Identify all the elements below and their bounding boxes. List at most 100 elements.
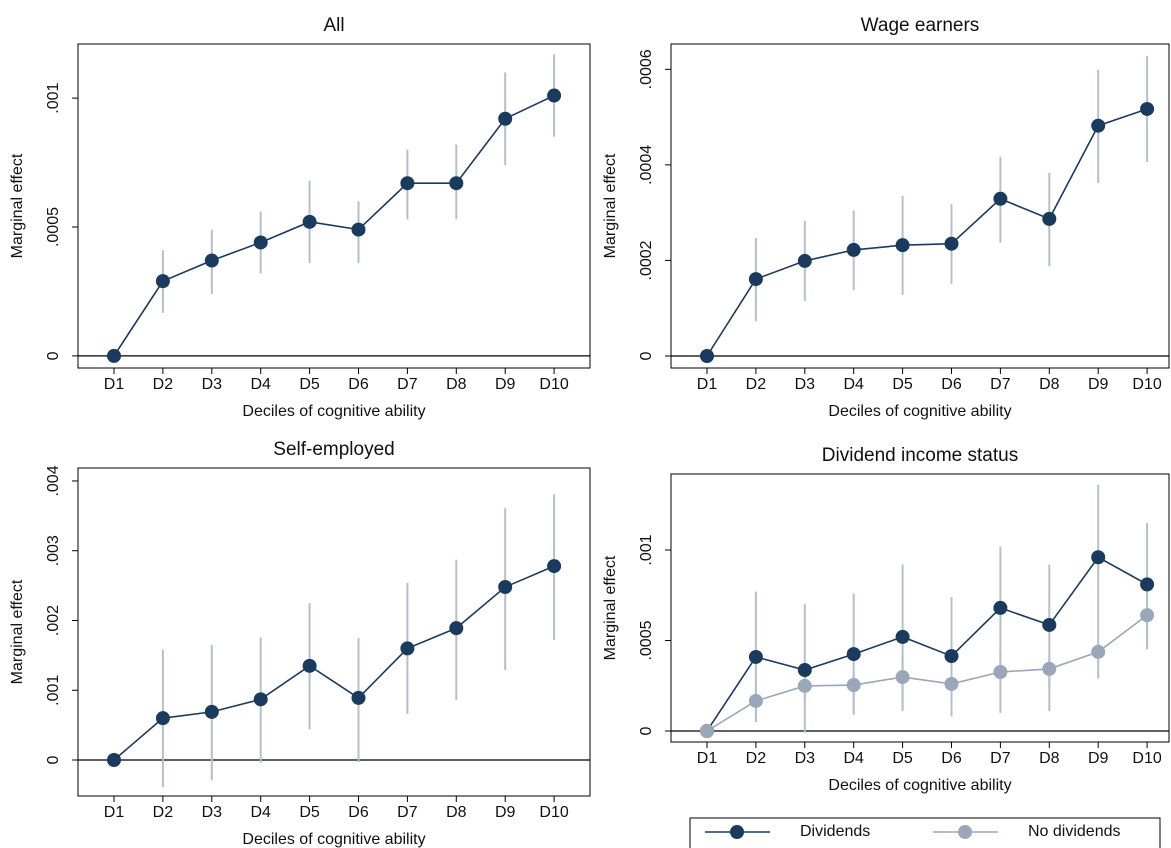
point xyxy=(1042,617,1057,632)
x-tick-label: D6 xyxy=(941,376,962,393)
panel: Wage earners Marginal effect Deciles of co… xyxy=(602,15,1170,420)
point xyxy=(351,222,366,237)
x-tick-label: D10 xyxy=(539,376,568,393)
panel-title: Wage earners xyxy=(861,15,980,36)
point xyxy=(449,621,464,636)
x-tick-label: D7 xyxy=(990,750,1011,767)
y-tick-label: .001 xyxy=(45,675,62,706)
y-tick-label: .004 xyxy=(45,465,62,496)
x-tick-label: D5 xyxy=(299,376,320,393)
x-tick-label: D4 xyxy=(843,376,864,393)
plot-frame xyxy=(77,43,591,369)
point xyxy=(944,676,959,691)
point xyxy=(1091,550,1106,565)
plot-area xyxy=(107,494,562,788)
plot-frame xyxy=(670,43,1170,369)
point xyxy=(895,670,910,685)
y-tick-label: 0 xyxy=(638,351,655,360)
y-axis-title: Marginal effect xyxy=(9,153,26,258)
legend: Dividends No dividends xyxy=(689,817,1161,848)
point xyxy=(400,176,415,191)
x-axis-title: Deciles of cognitive ability xyxy=(242,403,425,420)
legend-marker xyxy=(958,825,972,839)
point xyxy=(1140,608,1155,623)
x-tick-label: D3 xyxy=(795,750,816,767)
y-tick-label: .003 xyxy=(45,535,62,566)
y-axis-title: Marginal effect xyxy=(602,153,619,258)
point xyxy=(107,753,121,768)
point xyxy=(498,111,513,126)
x-tick-label: D6 xyxy=(348,804,369,821)
panel-title: All xyxy=(323,15,344,36)
plot-area xyxy=(700,55,1155,364)
point xyxy=(155,711,170,726)
x-tick-label: D9 xyxy=(1088,750,1109,767)
point xyxy=(846,678,861,693)
panel: Self-employed Marginal effect Deciles of c… xyxy=(9,439,591,848)
y-tick-label: .001 xyxy=(45,82,62,113)
point xyxy=(351,690,366,705)
legend-marker xyxy=(730,825,744,839)
point xyxy=(1091,118,1106,133)
point xyxy=(993,191,1008,206)
x-tick-label: D8 xyxy=(1039,376,1060,393)
y-axis-title: Marginal effect xyxy=(9,579,26,684)
point xyxy=(797,678,812,693)
x-axis-title: Deciles of cognitive ability xyxy=(242,831,425,848)
point xyxy=(797,663,812,678)
x-tick-label: D9 xyxy=(495,804,516,821)
x-tick-label: D3 xyxy=(795,376,816,393)
point xyxy=(1042,211,1057,226)
y-tick-label: .0005 xyxy=(45,207,62,247)
x-tick-label: D4 xyxy=(843,750,864,767)
x-tick-label: D4 xyxy=(250,804,271,821)
point xyxy=(944,649,959,664)
x-tick-label: D5 xyxy=(892,750,913,767)
x-tick-label: D10 xyxy=(1132,750,1161,767)
panel: All Marginal effect Deciles of cognitive a… xyxy=(9,15,591,420)
point xyxy=(400,641,415,656)
x-tick-label: D2 xyxy=(746,376,767,393)
x-tick-label: D4 xyxy=(250,376,271,393)
point xyxy=(547,88,562,103)
point xyxy=(846,242,861,257)
series-line xyxy=(706,108,1148,357)
y-tick-label: .001 xyxy=(638,534,655,565)
point xyxy=(748,272,763,287)
point xyxy=(797,253,812,268)
x-tick-label: D8 xyxy=(446,804,467,821)
point xyxy=(107,348,121,363)
x-tick-label: D10 xyxy=(1132,376,1161,393)
x-tick-label: D3 xyxy=(202,804,223,821)
y-tick-label: .0005 xyxy=(638,620,655,660)
panel-title: Dividend income status xyxy=(822,445,1018,466)
x-tick-label: D1 xyxy=(697,750,718,767)
point xyxy=(993,664,1008,679)
plot-area xyxy=(700,484,1155,738)
x-tick-label: D2 xyxy=(153,804,174,821)
x-tick-label: D7 xyxy=(397,376,418,393)
x-tick-label: D5 xyxy=(299,804,320,821)
x-axis-title: Deciles of cognitive ability xyxy=(828,403,1011,420)
point xyxy=(204,253,219,268)
point xyxy=(700,349,714,364)
point xyxy=(253,692,268,707)
y-tick-label: .0004 xyxy=(638,145,655,185)
x-tick-label: D8 xyxy=(446,376,467,393)
series-line xyxy=(706,614,1148,732)
x-tick-label: D1 xyxy=(104,804,125,821)
point xyxy=(748,693,763,708)
x-axis-title: Deciles of cognitive ability xyxy=(828,777,1011,794)
point xyxy=(700,723,714,738)
x-tick-label: D3 xyxy=(202,376,223,393)
point xyxy=(449,176,464,191)
x-tick-label: D7 xyxy=(397,804,418,821)
x-tick-label: D7 xyxy=(990,376,1011,393)
point xyxy=(748,649,763,664)
x-tick-label: D6 xyxy=(348,376,369,393)
x-tick-label: D10 xyxy=(539,804,568,821)
panel-title: Self-employed xyxy=(273,439,394,460)
point xyxy=(1091,644,1106,659)
panel: Dividend income status Marginal effect Dec… xyxy=(602,445,1170,848)
